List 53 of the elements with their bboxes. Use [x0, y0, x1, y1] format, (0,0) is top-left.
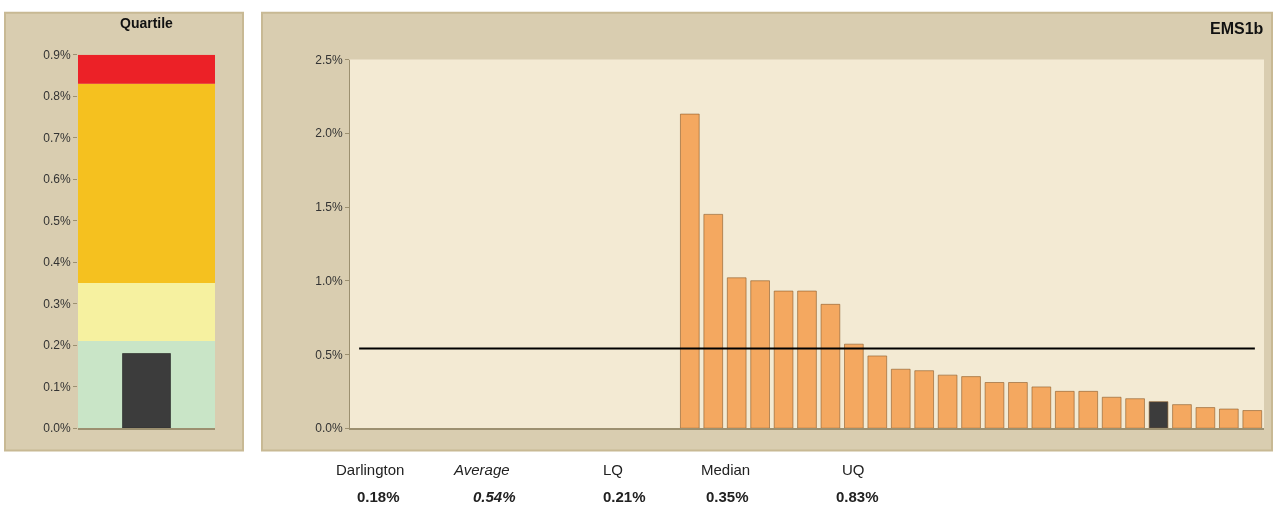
bar [727, 277, 747, 429]
bar [1031, 386, 1052, 429]
bar [1101, 396, 1122, 429]
y-tick-label: 2.5% [315, 52, 343, 67]
bar [984, 382, 1005, 429]
bar [1125, 398, 1145, 429]
bar [1008, 382, 1028, 429]
bar [1172, 404, 1192, 429]
bar [1219, 408, 1239, 429]
y-tick-label: 2.0% [315, 126, 343, 141]
y-tick-label: 0.8% [43, 89, 71, 104]
bar [1078, 391, 1098, 429]
y-tick-label: 1.5% [315, 200, 343, 215]
y-tick-label: 0.0% [315, 421, 343, 436]
y-tick-label: 0.5% [315, 347, 343, 362]
bar [1148, 401, 1169, 429]
bar [914, 370, 934, 429]
y-tick-label: 0.4% [43, 255, 71, 270]
y-tick-label: 0.2% [43, 338, 71, 353]
y-tick-label: 1.0% [315, 273, 343, 288]
chart-title: Quartile [120, 15, 174, 31]
bar [844, 343, 864, 429]
y-tick-label: 0.0% [43, 421, 71, 436]
bar [1055, 391, 1075, 429]
bar [750, 280, 770, 429]
bar [820, 304, 841, 429]
bar [773, 290, 794, 429]
y-tick-label: 0.9% [43, 47, 71, 62]
text: Darlington [336, 461, 405, 478]
y-tick-label: 0.6% [43, 172, 71, 187]
bar [1242, 410, 1262, 429]
y-tick-label: 0.5% [43, 213, 71, 228]
y-tick-label: 0.3% [43, 296, 71, 311]
chart-title: EMS1b [1210, 20, 1264, 37]
text: 0.54% [473, 488, 516, 505]
bar [937, 374, 958, 429]
text: Median [701, 461, 751, 478]
text: 0.83% [836, 488, 879, 505]
text: LQ [603, 461, 624, 478]
y-tick-label: 0.7% [43, 130, 71, 145]
text: UQ [842, 461, 865, 478]
bar [961, 376, 981, 429]
bar [680, 113, 700, 429]
bar [703, 214, 723, 429]
bar [797, 290, 817, 429]
bar [891, 368, 911, 429]
bar [867, 355, 887, 429]
text: 0.35% [706, 488, 749, 505]
bar [1195, 407, 1216, 429]
text: Average [453, 461, 510, 478]
text: 0.21% [603, 488, 646, 505]
text: 0.18% [357, 488, 400, 505]
y-tick-label: 0.1% [43, 379, 71, 394]
